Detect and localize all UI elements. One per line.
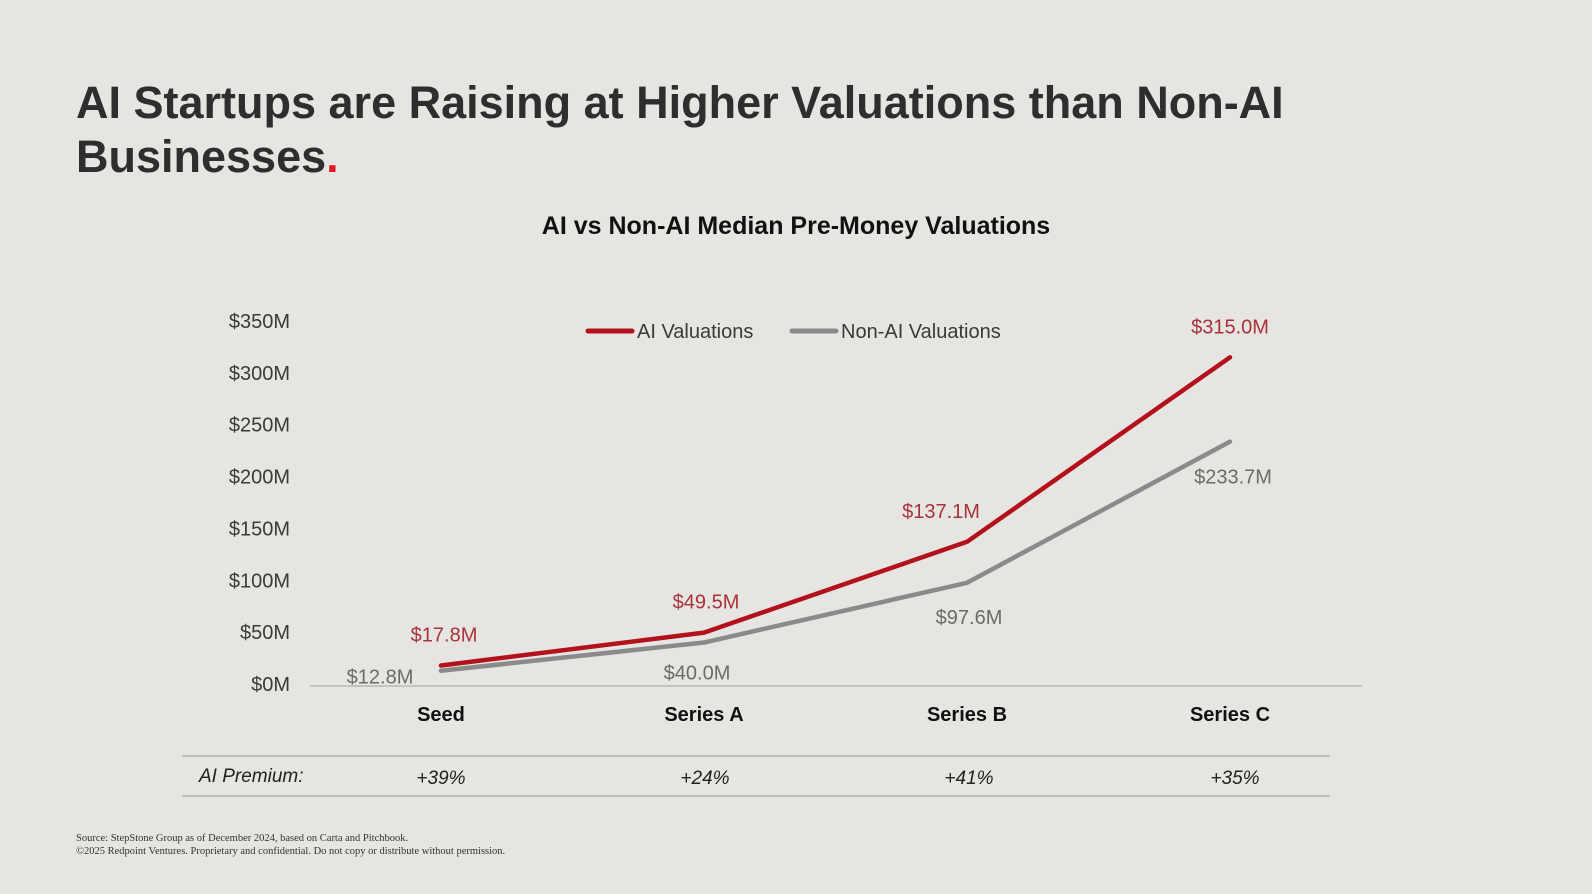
non-ai-data-label: $40.0M (664, 663, 731, 685)
legend-label-non-ai: Non-AI Valuations (841, 321, 1001, 343)
footer: Source: StepStone Group as of December 2… (76, 832, 505, 858)
y-tick-label: $300M (229, 363, 290, 385)
footer-source: Source: StepStone Group as of December 2… (76, 833, 409, 844)
premium-value: +24% (680, 768, 729, 789)
chart-title: AI vs Non-AI Median Pre-Money Valuations (541, 212, 1051, 240)
y-tick-label: $150M (229, 518, 290, 540)
ai-valuations-line (438, 355, 1233, 668)
ai-data-label: $49.5M (673, 592, 740, 614)
x-tick-label: Series B (927, 704, 1007, 726)
y-tick-label: $0M (251, 674, 290, 696)
premium-label: AI Premium: (198, 766, 304, 787)
non-ai-data-label: $233.7M (1194, 467, 1272, 489)
legend-label-ai: AI Valuations (637, 321, 753, 343)
premium-value: +39% (416, 768, 465, 789)
y-tick-label: $100M (229, 570, 290, 592)
slide-headline: AI Startups are Raising at Higher Valuat… (76, 76, 1376, 184)
y-tick-label: $200M (229, 467, 290, 489)
ai-data-label: $315.0M (1191, 316, 1269, 338)
x-tick-label: Series A (664, 704, 743, 726)
y-tick-label: $250M (229, 415, 290, 437)
non-ai-data-label: $97.6M (936, 607, 1003, 629)
non-ai-data-label: $12.8M (347, 667, 414, 689)
premium-value: +41% (944, 768, 993, 789)
headline-text: AI Startups are Raising at Higher Valuat… (76, 77, 1284, 182)
ai-data-label: $137.1M (902, 501, 980, 523)
y-tick-label: $50M (240, 622, 290, 644)
footer-copyright: ©2025 Redpoint Ventures. Proprietary and… (76, 846, 506, 857)
x-tick-label: Seed (417, 704, 465, 726)
headline-accent-dot: . (326, 131, 339, 182)
premium-value: +35% (1210, 768, 1259, 789)
non-ai-valuations-line (438, 439, 1233, 673)
x-tick-label: Series C (1190, 704, 1270, 726)
ai-data-label: $17.8M (411, 625, 478, 647)
y-tick-label: $350M (229, 311, 290, 333)
